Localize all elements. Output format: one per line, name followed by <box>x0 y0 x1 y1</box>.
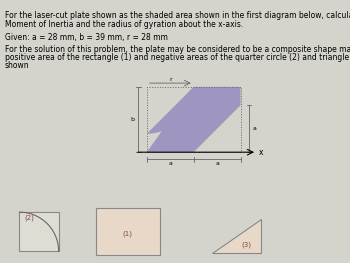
Polygon shape <box>212 219 261 254</box>
Text: b: b <box>131 117 135 122</box>
Text: r: r <box>169 77 171 82</box>
Text: Given: a = 28 mm, b = 39 mm, r = 28 mm: Given: a = 28 mm, b = 39 mm, r = 28 mm <box>5 33 168 42</box>
Text: (3): (3) <box>241 241 252 248</box>
Text: (2): (2) <box>24 214 34 221</box>
Text: For the laser-cut plate shown as the shaded area shown in the first diagram belo: For the laser-cut plate shown as the sha… <box>5 11 350 20</box>
Text: a: a <box>215 161 219 166</box>
Text: positive area of the rectangle (1) and negative areas of the quarter circle (2) : positive area of the rectangle (1) and n… <box>5 53 350 62</box>
Text: x: x <box>258 148 263 157</box>
Text: For the solution of this problem, the plate may be considered to be a composite : For the solution of this problem, the pl… <box>5 45 350 54</box>
Polygon shape <box>20 212 59 251</box>
Text: shown: shown <box>5 61 30 70</box>
Text: (1): (1) <box>123 230 133 237</box>
Text: Moment of Inertia and the radius of gyration about the x-axis.: Moment of Inertia and the radius of gyra… <box>5 20 243 29</box>
Text: a: a <box>253 126 257 131</box>
Polygon shape <box>147 87 240 152</box>
Polygon shape <box>96 208 160 255</box>
Text: a: a <box>168 161 172 166</box>
